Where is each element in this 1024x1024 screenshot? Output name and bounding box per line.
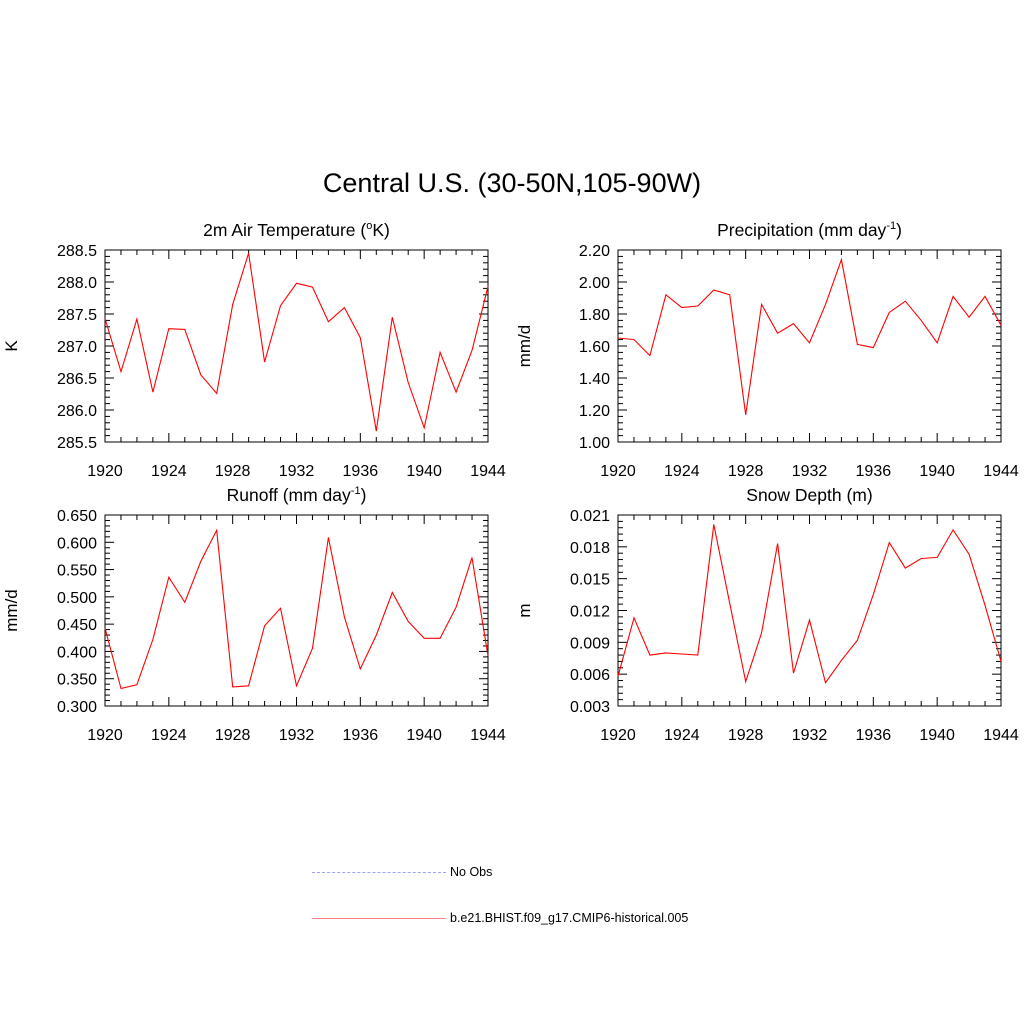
panel-4-frame xyxy=(617,514,1002,707)
panel-4-ytick-label: 0.012 xyxy=(570,604,610,621)
panel-4-ytick-label: 0.006 xyxy=(570,667,610,684)
panel-2-series-line-1 xyxy=(617,257,1002,415)
panel-2-xtick-label: 1924 xyxy=(664,463,700,480)
panel-2-ytick-label: 1.20 xyxy=(579,403,610,420)
panel-1-xtick-label: 1924 xyxy=(151,463,187,480)
panel-1-xtick-label: 1936 xyxy=(343,463,379,480)
panel-2-title: Precipitation (mm day-1) xyxy=(717,220,902,240)
panel-4-xtick-label: 1944 xyxy=(983,727,1019,744)
panel-1-xtick-label: 1944 xyxy=(470,463,506,480)
panel-4-ytick-label: 0.003 xyxy=(570,699,610,716)
panel-2-ytick-label: 2.00 xyxy=(579,275,610,292)
panel-1-xtick-label: 1940 xyxy=(406,463,442,480)
panel-1-ytick-label: 286.5 xyxy=(57,371,97,388)
panel-3-series-line-1 xyxy=(104,528,489,690)
panel-2-ytick-label: 1.40 xyxy=(579,371,610,388)
panel-3-ytick-label: 0.450 xyxy=(57,617,97,634)
panel-4-xtick-label: 1924 xyxy=(664,727,700,744)
panel-4-ytick-label: 0.015 xyxy=(570,572,610,589)
panel-3-ytick-label: 0.350 xyxy=(57,672,97,689)
panel-4-ytick-label: 0.009 xyxy=(570,635,610,652)
panel-3-ytick-label: 0.550 xyxy=(57,563,97,580)
legend-swatch-solid xyxy=(312,917,446,919)
panel-3-title: Runoff (mm day-1) xyxy=(227,485,367,505)
panel-2-xtick-label: 1932 xyxy=(792,463,828,480)
panel-3-ytick-label: 0.400 xyxy=(57,644,97,661)
legend-label-model: b.e21.BHIST.f09_g17.CMIP6-historical.005 xyxy=(450,911,689,925)
panel-1-ytick-label: 287.0 xyxy=(57,339,97,356)
panel-1-xtick-label: 1928 xyxy=(215,463,251,480)
legend-item-obs: No Obs xyxy=(312,865,492,879)
panel-3-ytick-label: 0.600 xyxy=(57,535,97,552)
panel-3-ytick-label: 0.650 xyxy=(57,508,97,525)
panel-1-series-line-1 xyxy=(104,253,489,432)
panel-4-series-line-1 xyxy=(617,524,1002,684)
panel-2-ytick-label: 1.00 xyxy=(579,435,610,452)
panel-1-xtick-label: 1920 xyxy=(87,463,123,480)
panel-1-ytick-label: 285.5 xyxy=(57,435,97,452)
panel-2-xtick-label: 1920 xyxy=(600,463,636,480)
panel-2-xtick-label: 1928 xyxy=(728,463,764,480)
panel-1-xtick-label: 1932 xyxy=(279,463,315,480)
panel-3-xtick-label: 1920 xyxy=(87,727,123,744)
panel-1-ytick-label: 288.5 xyxy=(57,243,97,260)
panel-1-frame xyxy=(104,249,489,443)
panel-4-xtick-label: 1940 xyxy=(919,727,955,744)
main-title: Central U.S. (30-50N,105-90W) xyxy=(322,168,702,198)
panel-2-xtick-label: 1944 xyxy=(983,463,1019,480)
panel-2-ytick-label: 1.80 xyxy=(579,307,610,324)
panel-2-xtick-label: 1936 xyxy=(856,463,892,480)
panel-3-xtick-label: 1940 xyxy=(406,727,442,744)
panel-3-frame xyxy=(104,514,489,707)
panel-4-xtick-label: 1936 xyxy=(856,727,892,744)
panel-4-ytick-label: 0.018 xyxy=(570,540,610,557)
panel-3-xtick-label: 1924 xyxy=(151,727,187,744)
legend-swatch-dashed xyxy=(312,871,446,873)
panel-1-ylabel: K xyxy=(2,340,21,352)
panel-2-xtick-label: 1940 xyxy=(919,463,955,480)
panel-1-ytick-label: 287.5 xyxy=(57,307,97,324)
panel-3-ytick-label: 0.500 xyxy=(57,590,97,607)
panel-3-xtick-label: 1944 xyxy=(470,727,506,744)
panel-4-xtick-label: 1932 xyxy=(792,727,828,744)
panel-2-ytick-label: 1.60 xyxy=(579,339,610,356)
panel-1-ytick-label: 288.0 xyxy=(57,275,97,292)
panel-2-ylabel: mm/d xyxy=(515,325,534,368)
panel-4-ylabel: m xyxy=(515,603,534,617)
legend-label-obs: No Obs xyxy=(450,865,493,879)
panel-3-xtick-label: 1936 xyxy=(343,727,379,744)
panel-3-ytick-label: 0.300 xyxy=(57,699,97,716)
panel-3-ylabel: mm/d xyxy=(2,589,21,632)
panel-1-title: 2m Air Temperature (oK) xyxy=(203,220,390,240)
panel-4-xtick-label: 1920 xyxy=(600,727,636,744)
panel-2-ytick-label: 2.20 xyxy=(579,243,610,260)
panel-3-xtick-label: 1932 xyxy=(279,727,315,744)
legend-item-model: b.e21.BHIST.f09_g17.CMIP6-historical.005 xyxy=(312,911,688,925)
panel-2-frame xyxy=(617,249,1002,443)
panel-4-title: Snow Depth (m) xyxy=(746,485,872,505)
panel-1-ytick-label: 286.0 xyxy=(57,403,97,420)
panel-4-ytick-label: 0.021 xyxy=(570,508,610,525)
panel-4-xtick-label: 1928 xyxy=(728,727,764,744)
panel-3-xtick-label: 1928 xyxy=(215,727,251,744)
